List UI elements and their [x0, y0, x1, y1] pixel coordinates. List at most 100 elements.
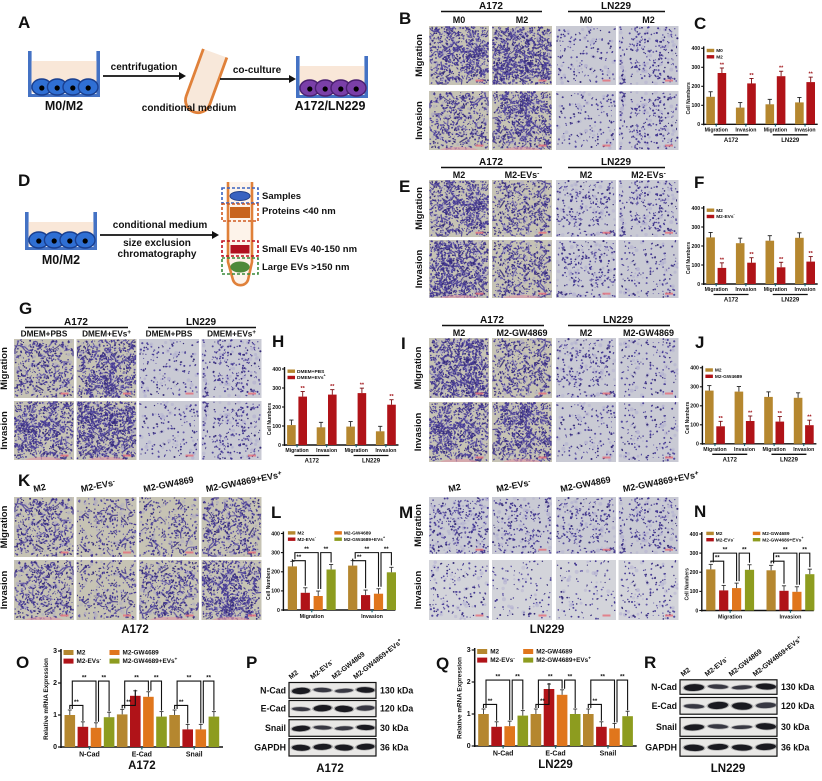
svg-text:A172: A172 — [479, 1, 503, 12]
svg-text:2: 2 — [467, 679, 471, 686]
svg-text:centrifugation: centrifugation — [111, 62, 178, 73]
svg-text:A172: A172 — [128, 760, 156, 772]
svg-text:M2: M2 — [32, 482, 46, 494]
svg-text:LN229: LN229 — [781, 138, 800, 144]
svg-text:M2: M2 — [297, 531, 304, 537]
svg-text:200: 200 — [272, 405, 281, 411]
svg-text:P: P — [246, 653, 257, 672]
svg-text:M2: M2 — [716, 55, 723, 61]
svg-text:LN229: LN229 — [603, 315, 633, 326]
svg-text:Invasion: Invasion — [414, 250, 425, 289]
svg-text:**: ** — [593, 699, 598, 705]
svg-text:Samples: Samples — [262, 191, 301, 202]
svg-text:Invasion: Invasion — [375, 448, 396, 454]
svg-text:M2-GW4689: M2-GW4689 — [762, 531, 790, 537]
svg-text:**: ** — [154, 676, 159, 682]
svg-text:**: ** — [488, 699, 493, 705]
svg-text:A172: A172 — [316, 763, 344, 775]
svg-text:36 kDa: 36 kDa — [781, 742, 809, 752]
svg-text:E: E — [399, 177, 410, 196]
svg-text:M2-GW4689+EVs+: M2-GW4689+EVs+ — [536, 657, 591, 665]
svg-text:Migration: Migration — [0, 505, 10, 548]
svg-text:size exclusion: size exclusion — [123, 238, 191, 249]
svg-text:**: ** — [324, 547, 329, 553]
svg-text:Invasion: Invasion — [361, 614, 383, 620]
svg-text:**: ** — [720, 63, 725, 69]
svg-text:0: 0 — [53, 744, 57, 751]
svg-text:400: 400 — [692, 206, 701, 212]
svg-text:A172: A172 — [479, 157, 503, 168]
svg-text:A172: A172 — [121, 624, 149, 636]
svg-text:0: 0 — [277, 608, 280, 614]
svg-text:200: 200 — [271, 570, 280, 576]
svg-text:Snail: Snail — [265, 723, 286, 733]
svg-text:100: 100 — [692, 263, 701, 269]
svg-text:Invasion: Invasion — [734, 447, 755, 453]
svg-text:M2: M2 — [77, 650, 86, 657]
svg-text:Small EVs 40-150 nm: Small EVs 40-150 nm — [262, 244, 357, 255]
svg-text:**: ** — [723, 548, 728, 554]
svg-text:M2-EVs-: M2-EVs- — [716, 213, 735, 221]
svg-text:300: 300 — [690, 385, 699, 391]
svg-text:130 kDa: 130 kDa — [380, 685, 413, 695]
svg-text:**: ** — [720, 257, 725, 263]
svg-text:200: 200 — [690, 404, 699, 410]
svg-text:**: ** — [742, 548, 747, 554]
svg-text:M2: M2 — [453, 170, 466, 180]
svg-text:400: 400 — [271, 531, 280, 537]
svg-text:Invasion: Invasion — [0, 571, 10, 610]
svg-text:300: 300 — [272, 386, 281, 392]
svg-text:LN229: LN229 — [186, 317, 216, 328]
svg-text:M2-EVs-: M2-EVs- — [716, 536, 735, 544]
svg-text:H: H — [272, 332, 284, 351]
svg-text:**: ** — [515, 675, 520, 681]
svg-text:**: ** — [778, 411, 783, 417]
svg-text:300: 300 — [692, 225, 701, 231]
svg-text:Migration: Migration — [413, 346, 424, 389]
svg-text:GAPDH: GAPDH — [645, 742, 677, 752]
svg-text:**: ** — [749, 73, 754, 79]
svg-text:**: ** — [718, 416, 723, 422]
svg-text:G: G — [19, 299, 32, 318]
svg-text:N-Cad: N-Cad — [651, 682, 677, 692]
svg-text:**: ** — [179, 700, 184, 706]
svg-text:E-Cad: E-Cad — [132, 752, 152, 759]
svg-text:100: 100 — [690, 423, 699, 429]
svg-text:A172: A172 — [724, 298, 739, 304]
svg-text:**: ** — [809, 72, 814, 78]
svg-text:**: ** — [360, 383, 365, 389]
svg-text:Cell Numbers: Cell Numbers — [684, 568, 690, 600]
svg-text:M0/M2: M0/M2 — [45, 99, 83, 113]
svg-text:300: 300 — [271, 550, 280, 556]
svg-text:30 kDa: 30 kDa — [380, 723, 408, 733]
svg-text:N-Cad: N-Cad — [79, 752, 100, 759]
svg-text:0: 0 — [697, 122, 700, 128]
svg-text:Proteins <40 nm: Proteins <40 nm — [262, 206, 336, 217]
svg-text:A172: A172 — [305, 459, 320, 465]
svg-text:**: ** — [384, 547, 389, 553]
svg-text:Invasion: Invasion — [414, 101, 425, 140]
svg-text:M2: M2 — [580, 328, 593, 338]
svg-text:**: ** — [620, 675, 625, 681]
svg-text:Migration: Migration — [718, 615, 742, 621]
svg-text:M2-GW4689+EVs+: M2-GW4689+EVs+ — [123, 658, 178, 666]
svg-text:**: ** — [365, 547, 370, 553]
svg-text:200: 200 — [690, 570, 699, 576]
svg-text:Relative mRNA Expression: Relative mRNA Expression — [43, 658, 50, 740]
svg-text:200: 200 — [692, 84, 701, 90]
svg-text:**: ** — [389, 394, 394, 400]
svg-text:Invasion: Invasion — [413, 413, 424, 452]
svg-text:M0: M0 — [716, 48, 723, 54]
svg-text:LN229: LN229 — [601, 157, 631, 168]
svg-text:N-Cad: N-Cad — [260, 685, 286, 695]
svg-text:M2: M2 — [642, 15, 655, 25]
svg-text:Migration: Migration — [414, 187, 425, 230]
svg-text:**: ** — [748, 411, 753, 417]
svg-text:Cell Numbers: Cell Numbers — [267, 403, 273, 435]
svg-text:100: 100 — [692, 103, 701, 109]
svg-text:1: 1 — [467, 711, 471, 718]
svg-text:M0/M2: M0/M2 — [42, 253, 80, 267]
svg-text:Invasion: Invasion — [795, 127, 816, 133]
svg-text:0: 0 — [278, 443, 281, 449]
svg-text:**: ** — [807, 415, 812, 421]
